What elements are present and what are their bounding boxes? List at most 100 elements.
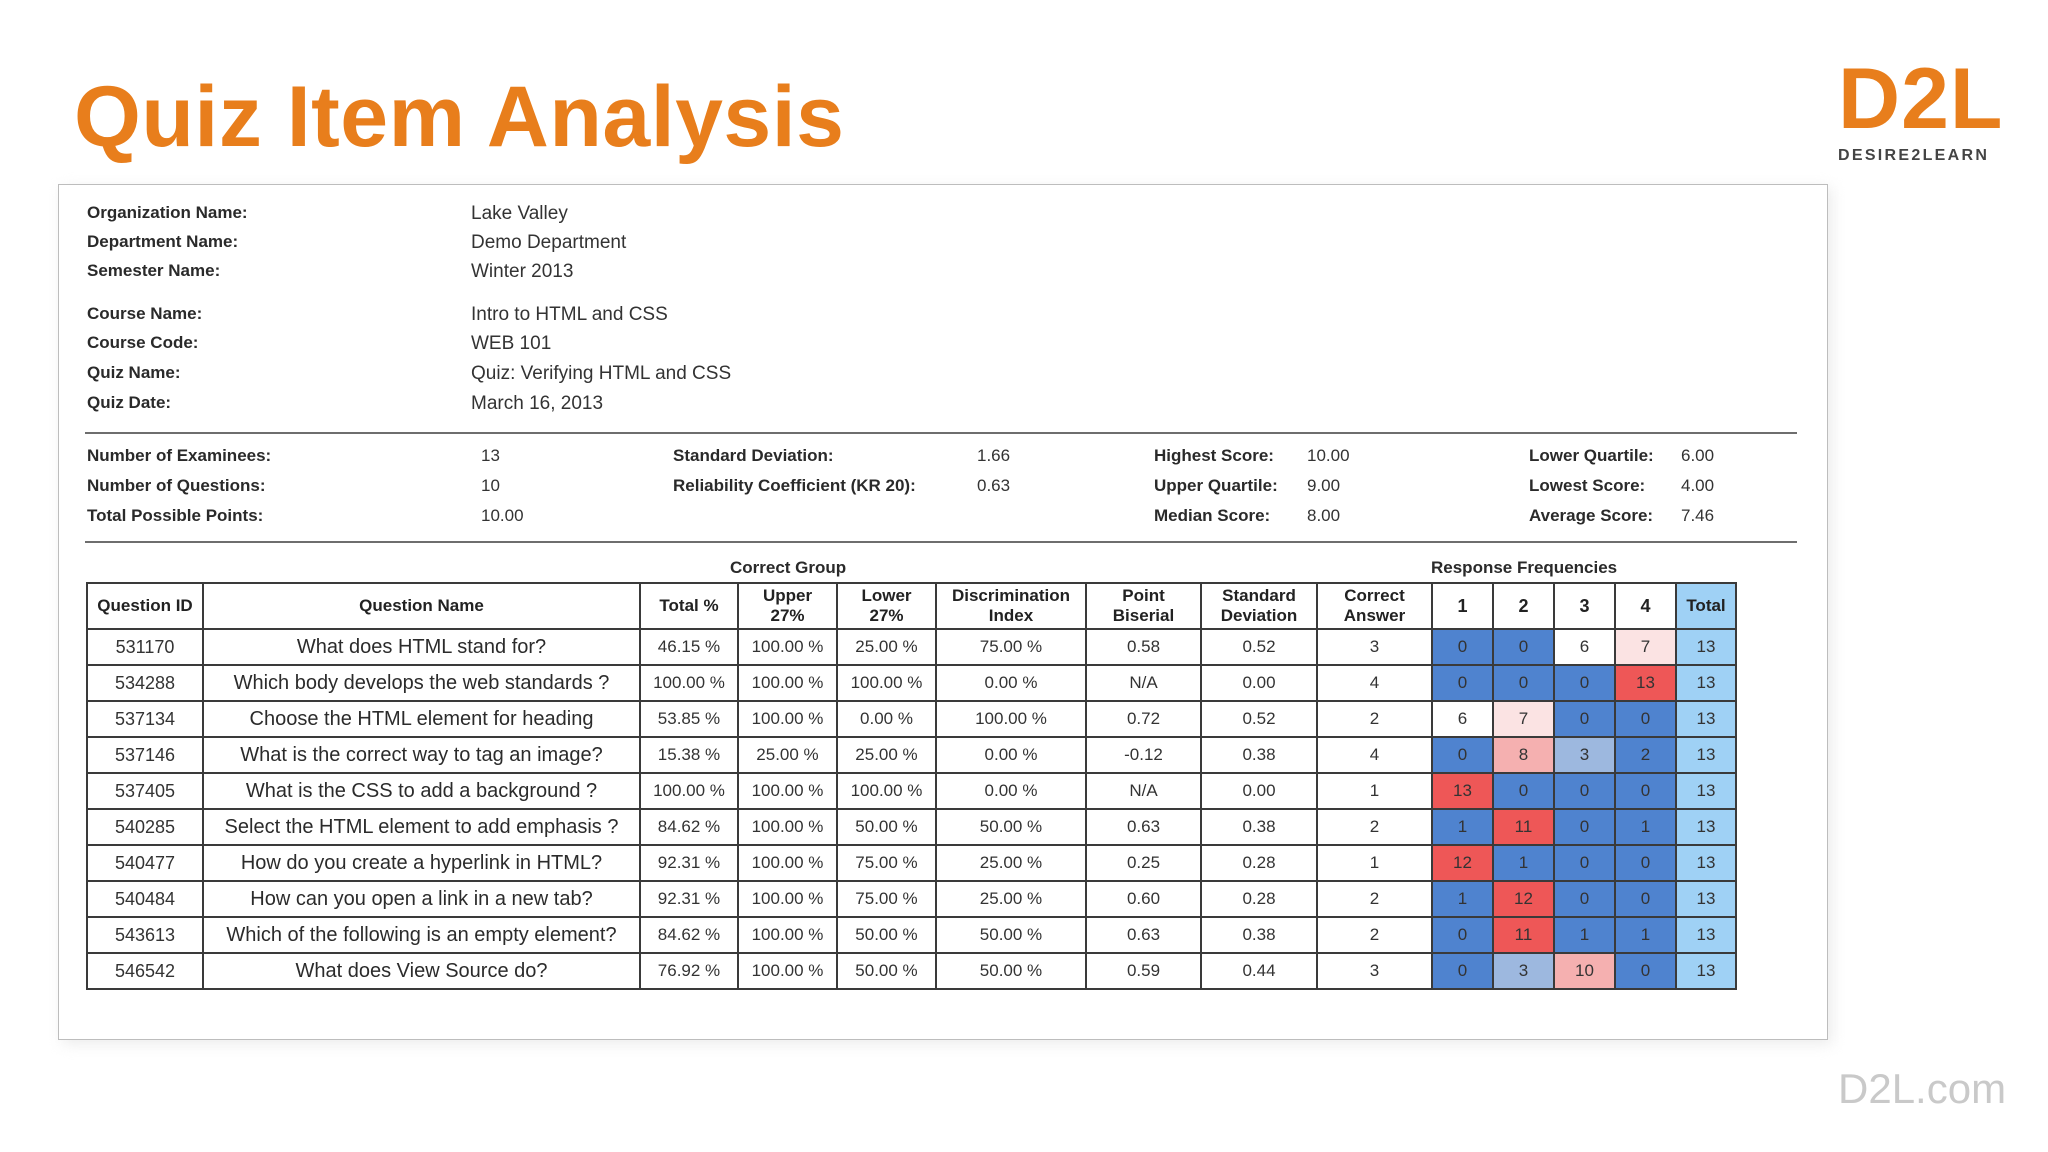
stat-label-highest: Highest Score: [1154,446,1274,465]
response-total-cell: 13 [1675,952,1737,990]
stat-value-median: 8.00 [1307,506,1341,525]
response-2-cell: 11 [1492,916,1555,954]
response-2-cell: 8 [1492,736,1555,774]
header-standard-deviation: Standard Deviation [1200,582,1318,630]
info-value: Intro to HTML and CSS [471,304,668,325]
lower-27-cell: 100.00 % [836,772,937,810]
header-line: Correct [1344,586,1405,605]
discrimination-index-cell: 75.00 % [935,628,1087,666]
header-line: 27% [770,606,805,625]
point-biserial-cell: 0.72 [1085,700,1202,738]
response-4-cell: 0 [1614,772,1677,810]
stat-value-questions: 10 [481,476,500,495]
stat-label-total-points: Total Possible Points: [87,506,264,525]
header-line: Deviation [1220,606,1298,625]
info-label: Quiz Date: [87,393,172,412]
response-4-cell: 1 [1614,808,1677,846]
response-total-cell: 13 [1675,916,1737,954]
correct-answer-cell: 1 [1316,844,1433,882]
discrimination-index-cell: 0.00 % [935,664,1087,702]
response-4-cell: 0 [1614,880,1677,918]
response-3-cell: 0 [1553,664,1616,702]
header-lower-27: Lower 27% [836,582,937,630]
header-line: Answer [1343,606,1406,625]
info-value: March 16, 2013 [471,393,604,414]
stat-value-average: 7.46 [1681,506,1715,525]
response-2-cell: 12 [1492,880,1555,918]
point-biserial-cell: 0.60 [1085,880,1202,918]
table-row: 540477 How do you create a hyperlink in H… [86,844,1737,882]
table-row: 540285 Select the HTML element to add emp… [86,808,1737,846]
standard-deviation-cell: 0.38 [1200,808,1318,846]
table-row: 537146 What is the correct way to tag an … [86,736,1737,774]
info-department: Department Name: Demo Department [87,232,987,258]
point-biserial-cell: -0.12 [1085,736,1202,774]
header-response-3: 3 [1553,582,1616,630]
discrimination-index-cell: 25.00 % [935,844,1087,882]
table-header-row: Question ID Question Name Total % Upper 2… [86,582,1737,630]
point-biserial-cell: N/A [1085,772,1202,810]
info-quiz-date: Quiz Date: March 16, 2013 [87,393,987,419]
standard-deviation-cell: 0.28 [1200,880,1318,918]
header-correct-answer: Correct Answer [1316,582,1433,630]
upper-27-cell: 100.00 % [737,880,838,918]
total-pct-cell: 84.62 % [639,916,739,954]
question-name-cell: What does View Source do? [202,952,641,990]
response-1-cell: 0 [1431,628,1494,666]
standard-deviation-cell: 0.28 [1200,844,1318,882]
correct-answer-cell: 4 [1316,664,1433,702]
discrimination-index-cell: 50.00 % [935,808,1087,846]
info-semester: Semester Name: Winter 2013 [87,261,987,287]
stat-label-std-dev: Standard Deviation: [673,446,834,465]
question-id-cell: 540477 [86,844,204,882]
header-question-id: Question ID [86,582,204,630]
question-id-cell: 543613 [86,916,204,954]
question-id-cell: 531170 [86,628,204,666]
slide-title: Quiz Item Analysis [74,69,845,165]
upper-27-cell: 25.00 % [737,736,838,774]
point-biserial-cell: 0.63 [1085,808,1202,846]
info-quiz-name: Quiz Name: Quiz: Verifying HTML and CSS [87,363,987,389]
header-line: Biserial [1112,606,1175,625]
question-name-cell: Select the HTML element to add emphasis … [202,808,641,846]
response-2-cell: 7 [1492,700,1555,738]
question-name-cell: What is the correct way to tag an image? [202,736,641,774]
standard-deviation-cell: 0.00 [1200,772,1318,810]
response-2-cell: 0 [1492,664,1555,702]
standard-deviation-cell: 0.00 [1200,664,1318,702]
upper-27-cell: 100.00 % [737,916,838,954]
question-name-cell: Which body develops the web standards ? [202,664,641,702]
question-name-cell: How do you create a hyperlink in HTML? [202,844,641,882]
upper-27-cell: 100.00 % [737,844,838,882]
header-response-1: 1 [1431,582,1494,630]
response-4-cell: 0 [1614,700,1677,738]
stat-value-examinees: 13 [481,446,500,465]
total-pct-cell: 53.85 % [639,700,739,738]
header-total-pct: Total % [639,582,739,630]
correct-answer-cell: 4 [1316,736,1433,774]
response-2-cell: 11 [1492,808,1555,846]
info-value: Quiz: Verifying HTML and CSS [471,363,732,384]
response-1-cell: 1 [1431,808,1494,846]
question-id-cell: 534288 [86,664,204,702]
response-4-cell: 7 [1614,628,1677,666]
table-row: 537134 Choose the HTML element for headin… [86,700,1737,738]
lower-27-cell: 25.00 % [836,628,937,666]
info-label: Semester Name: [87,261,221,280]
response-1-cell: 6 [1431,700,1494,738]
info-value: Demo Department [471,232,627,253]
info-course-code: Course Code: WEB 101 [87,333,987,359]
upper-27-cell: 100.00 % [737,952,838,990]
footer-url: D2L.com [1838,1065,2007,1112]
divider [85,432,1797,434]
info-label: Organization Name: [87,203,248,222]
response-1-cell: 1 [1431,880,1494,918]
table-row: 540484 How can you open a link in a new t… [86,880,1737,918]
question-id-cell: 546542 [86,952,204,990]
correct-answer-cell: 1 [1316,772,1433,810]
standard-deviation-cell: 0.44 [1200,952,1318,990]
table-row: 543613 Which of the following is an empty… [86,916,1737,954]
d2l-logo: D2L DESIRE2LEARN [1838,55,2002,165]
item-analysis-table: Question ID Question Name Total % Upper 2… [86,582,1737,990]
response-total-cell: 13 [1675,844,1737,882]
